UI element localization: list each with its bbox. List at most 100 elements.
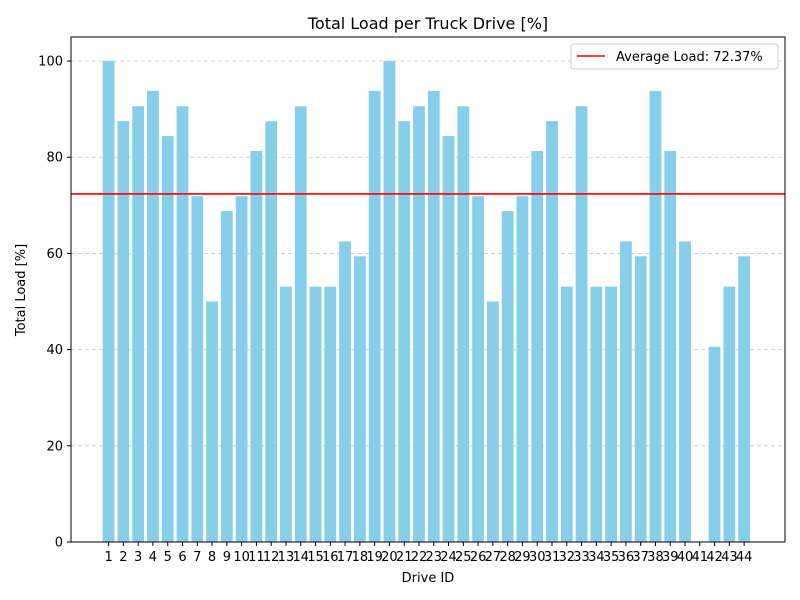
bar-drive-12 (265, 121, 278, 543)
bar-drive-25 (457, 106, 470, 542)
x-tick-label: 1 (104, 550, 112, 565)
bar-drive-6 (176, 106, 189, 542)
bar-drive-9 (220, 211, 233, 542)
x-tick-label: 6 (178, 550, 186, 565)
x-axis-ticks: 1 2 3 4 5 6 7 8 9 1011121314151617181920212223242… (104, 542, 752, 565)
bar-drive-27 (486, 301, 499, 542)
bar-drive-28 (501, 211, 514, 542)
x-tick-label: 22 (411, 550, 428, 565)
bar-drive-44 (738, 256, 751, 542)
bar-drive-31 (546, 121, 558, 543)
y-tick-label: 80 (46, 151, 63, 166)
bar-drive-36 (620, 241, 632, 542)
x-tick-label: 40 (677, 550, 694, 565)
x-tick-label: 36 (618, 550, 635, 565)
x-tick-label: 43 (721, 550, 738, 565)
x-tick-label: 31 (544, 550, 561, 565)
bar-drive-35 (605, 286, 618, 542)
x-tick-label: 25 (455, 550, 472, 565)
y-tick-label: 60 (46, 247, 63, 262)
x-tick-label: 27 (485, 550, 502, 565)
x-tick-label: 19 (366, 550, 383, 565)
x-tick-label: 44 (736, 550, 753, 565)
x-tick-label: 39 (662, 550, 679, 565)
x-axis-label: Drive ID (402, 571, 455, 586)
y-tick-label: 100 (38, 55, 63, 70)
x-tick-label: 16 (322, 550, 339, 565)
y-tick-label: 20 (46, 439, 63, 454)
x-tick-label: 11 (248, 550, 265, 565)
bar-drive-10 (235, 196, 248, 542)
bar-drive-34 (590, 286, 603, 542)
bar-drive-26 (472, 196, 484, 542)
bar-drive-13 (280, 286, 292, 542)
bar-drive-3 (132, 106, 145, 542)
x-tick-label: 14 (292, 550, 309, 565)
bar-drive-40 (679, 241, 691, 542)
bar-drive-5 (161, 136, 174, 543)
bar-drive-15 (309, 286, 322, 542)
bar-drive-4 (147, 90, 159, 542)
x-tick-label: 34 (588, 550, 605, 565)
legend: Average Load: 72.37% (570, 43, 779, 70)
bar-drive-1 (102, 61, 115, 543)
bar-drive-24 (442, 136, 455, 543)
x-tick-label: 12 (263, 550, 280, 565)
x-tick-label: 30 (529, 550, 546, 565)
x-tick-label: 8 (208, 550, 216, 565)
bar-drive-42 (708, 346, 721, 542)
bars (102, 61, 751, 543)
x-tick-label: 33 (573, 550, 590, 565)
y-tick-label: 40 (46, 343, 63, 358)
x-tick-label: 15 (307, 550, 324, 565)
x-tick-label: 35 (603, 550, 620, 565)
x-tick-label: 24 (440, 550, 457, 565)
x-tick-label: 37 (632, 550, 649, 565)
x-tick-label: 9 (223, 550, 231, 565)
bar-drive-29 (516, 196, 529, 542)
bar-drive-32 (560, 286, 573, 542)
bar-drive-20 (383, 61, 396, 543)
bar-drive-30 (531, 150, 544, 542)
bar-drive-18 (353, 256, 366, 542)
x-tick-label: 23 (425, 550, 442, 565)
bar-drive-2 (117, 121, 130, 543)
x-tick-label: 32 (559, 550, 576, 565)
bar-drive-22 (413, 106, 425, 542)
bar-drive-11 (250, 150, 263, 542)
x-tick-label: 2 (119, 550, 127, 565)
bar-drive-16 (324, 286, 337, 542)
legend-box (570, 43, 779, 70)
x-tick-label: 29 (514, 550, 531, 565)
bar-drive-37 (634, 256, 647, 542)
bar-drive-38 (649, 90, 662, 542)
x-tick-label: 26 (470, 550, 487, 565)
chart-title: Total Load per Truck Drive [%] (307, 14, 548, 33)
x-tick-label: 13 (278, 550, 295, 565)
x-tick-label: 42 (706, 550, 723, 565)
bar-drive-19 (368, 90, 381, 542)
legend-label: Average Load: 72.37% (616, 50, 763, 65)
x-tick-label: 3 (134, 550, 142, 565)
plot-frame (70, 36, 786, 543)
x-tick-label: 20 (381, 550, 398, 565)
x-tick-label: 28 (499, 550, 516, 565)
x-tick-label: 17 (337, 550, 354, 565)
bar-drive-43 (723, 286, 736, 542)
x-tick-label: 21 (396, 550, 413, 565)
bar-drive-8 (206, 301, 218, 542)
y-axis-label: Total Load [%] (14, 244, 29, 337)
x-tick-label: 38 (647, 550, 664, 565)
x-tick-label: 10 (233, 550, 250, 565)
x-tick-label: 41 (692, 550, 709, 565)
bar-drive-21 (398, 121, 411, 543)
y-tick-label: 0 (55, 536, 63, 551)
x-tick-label: 4 (149, 550, 157, 565)
x-tick-label: 7 (193, 550, 201, 565)
x-tick-label: 18 (352, 550, 369, 565)
bar-drive-23 (427, 90, 440, 542)
bar-drive-14 (294, 106, 307, 542)
bar-drive-33 (575, 106, 588, 542)
bar-drive-17 (339, 241, 351, 542)
